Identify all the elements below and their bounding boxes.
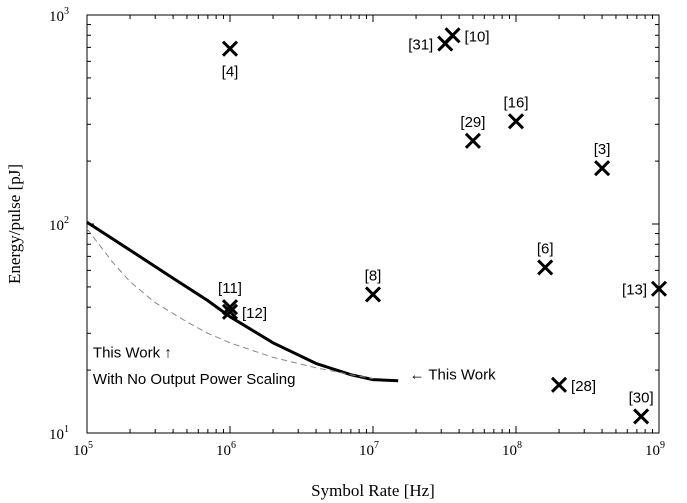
data-point: [13] <box>622 280 668 299</box>
point-label: [4] <box>222 64 239 81</box>
annotation-layer: This Work ↑ With No Output Power Scaling ←… <box>93 344 496 387</box>
y-tick-label: 101 <box>49 424 69 443</box>
y-tick-label: 103 <box>49 6 69 25</box>
axis-ticks: 105 106 107 108 109 101 102 103 <box>49 6 665 459</box>
point-label: [6] <box>537 240 554 257</box>
data-point: [29] <box>460 114 485 149</box>
point-label: [11] <box>218 280 242 297</box>
point-label: [8] <box>365 267 382 284</box>
x-tick-label: 109 <box>645 440 665 459</box>
x-tick-label: 108 <box>502 440 522 459</box>
y-tick-label: 102 <box>49 215 69 234</box>
y-axis-label: Energy/pulse [pJ] <box>5 164 24 284</box>
data-point: [28] <box>550 376 596 395</box>
data-point: [11] <box>218 280 242 316</box>
point-label: [12] <box>242 305 267 322</box>
point-label: [28] <box>571 378 596 395</box>
data-point: [4] <box>222 40 239 81</box>
point-label: [13] <box>622 282 647 299</box>
point-label: [10] <box>465 28 490 45</box>
series-layer <box>86 220 399 383</box>
point-label: [16] <box>503 94 528 111</box>
data-point: [16] <box>503 94 529 130</box>
data-point: [10] <box>444 27 490 45</box>
annotation-text: ← This Work <box>410 367 497 384</box>
x-tick-label: 107 <box>359 440 379 459</box>
x-tick-label: 105 <box>73 440 93 459</box>
point-label: [29] <box>460 114 485 131</box>
x-axis-label: Symbol Rate [Hz] <box>311 481 435 500</box>
points-layer: [4] [31] [10] [29] [16] [3] [11][12] [8] [6] [13]… <box>218 27 668 425</box>
point-label: [31] <box>408 37 433 54</box>
data-point: [30] <box>629 389 654 425</box>
point-label: [30] <box>629 389 654 406</box>
x-tick-label: 106 <box>216 440 236 459</box>
point-label: [3] <box>594 141 611 158</box>
annotation-text: This Work ↑ <box>93 344 172 361</box>
data-point: [3] <box>594 141 611 177</box>
data-point: [8] <box>365 267 382 303</box>
series-line-dashed <box>86 228 374 380</box>
data-point: [6] <box>537 240 554 276</box>
data-point: [31] <box>408 35 454 54</box>
data-point: [12] <box>221 303 267 322</box>
annotation-text: With No Output Power Scaling <box>93 371 296 388</box>
